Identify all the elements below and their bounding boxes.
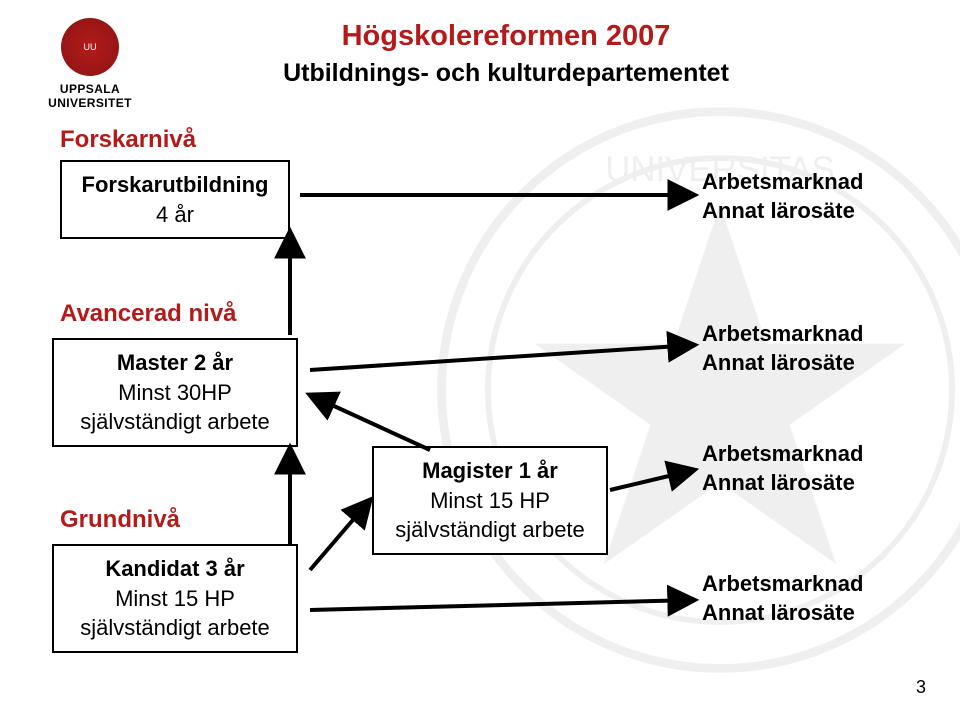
box-kandidat: Kandidat 3 år Minst 15 HP självständigt … [52, 544, 298, 653]
slide-title: Högskolereformen 2007 [246, 20, 766, 53]
watermark-seal: UNIVERSITAS [430, 100, 960, 680]
label-arbetsmarknad-2: ArbetsmarknadAnnat lärosäte [702, 320, 863, 377]
university-name-2: UNIVERSITET [35, 96, 145, 110]
label-arbetsmarknad-1: ArbetsmarknadAnnat lärosäte [702, 168, 863, 225]
label-arbetsmarknad-4: ArbetsmarknadAnnat lärosäte [702, 570, 863, 627]
university-logo: UU UPPSALA UNIVERSITET [35, 18, 145, 110]
university-seal-icon: UU [61, 18, 119, 76]
box-magister: Magister 1 år Minst 15 HP självständigt … [372, 446, 608, 555]
label-arbetsmarknad-3: ArbetsmarknadAnnat lärosäte [702, 440, 863, 497]
heading-forskarniva: Forskarnivå [60, 126, 196, 154]
heading-grundniva: Grundnivå [60, 506, 180, 534]
heading-avancerad: Avancerad nivå [60, 300, 237, 328]
slide-subtitle: Utbildnings- och kulturdepartementet [246, 59, 766, 88]
university-name: UPPSALA [35, 82, 145, 96]
box-forskarutbildning: Forskarutbildning 4 år [60, 160, 290, 239]
box-master: Master 2 år Minst 30HP självständigt arb… [52, 338, 298, 447]
page-number: 3 [916, 677, 926, 698]
